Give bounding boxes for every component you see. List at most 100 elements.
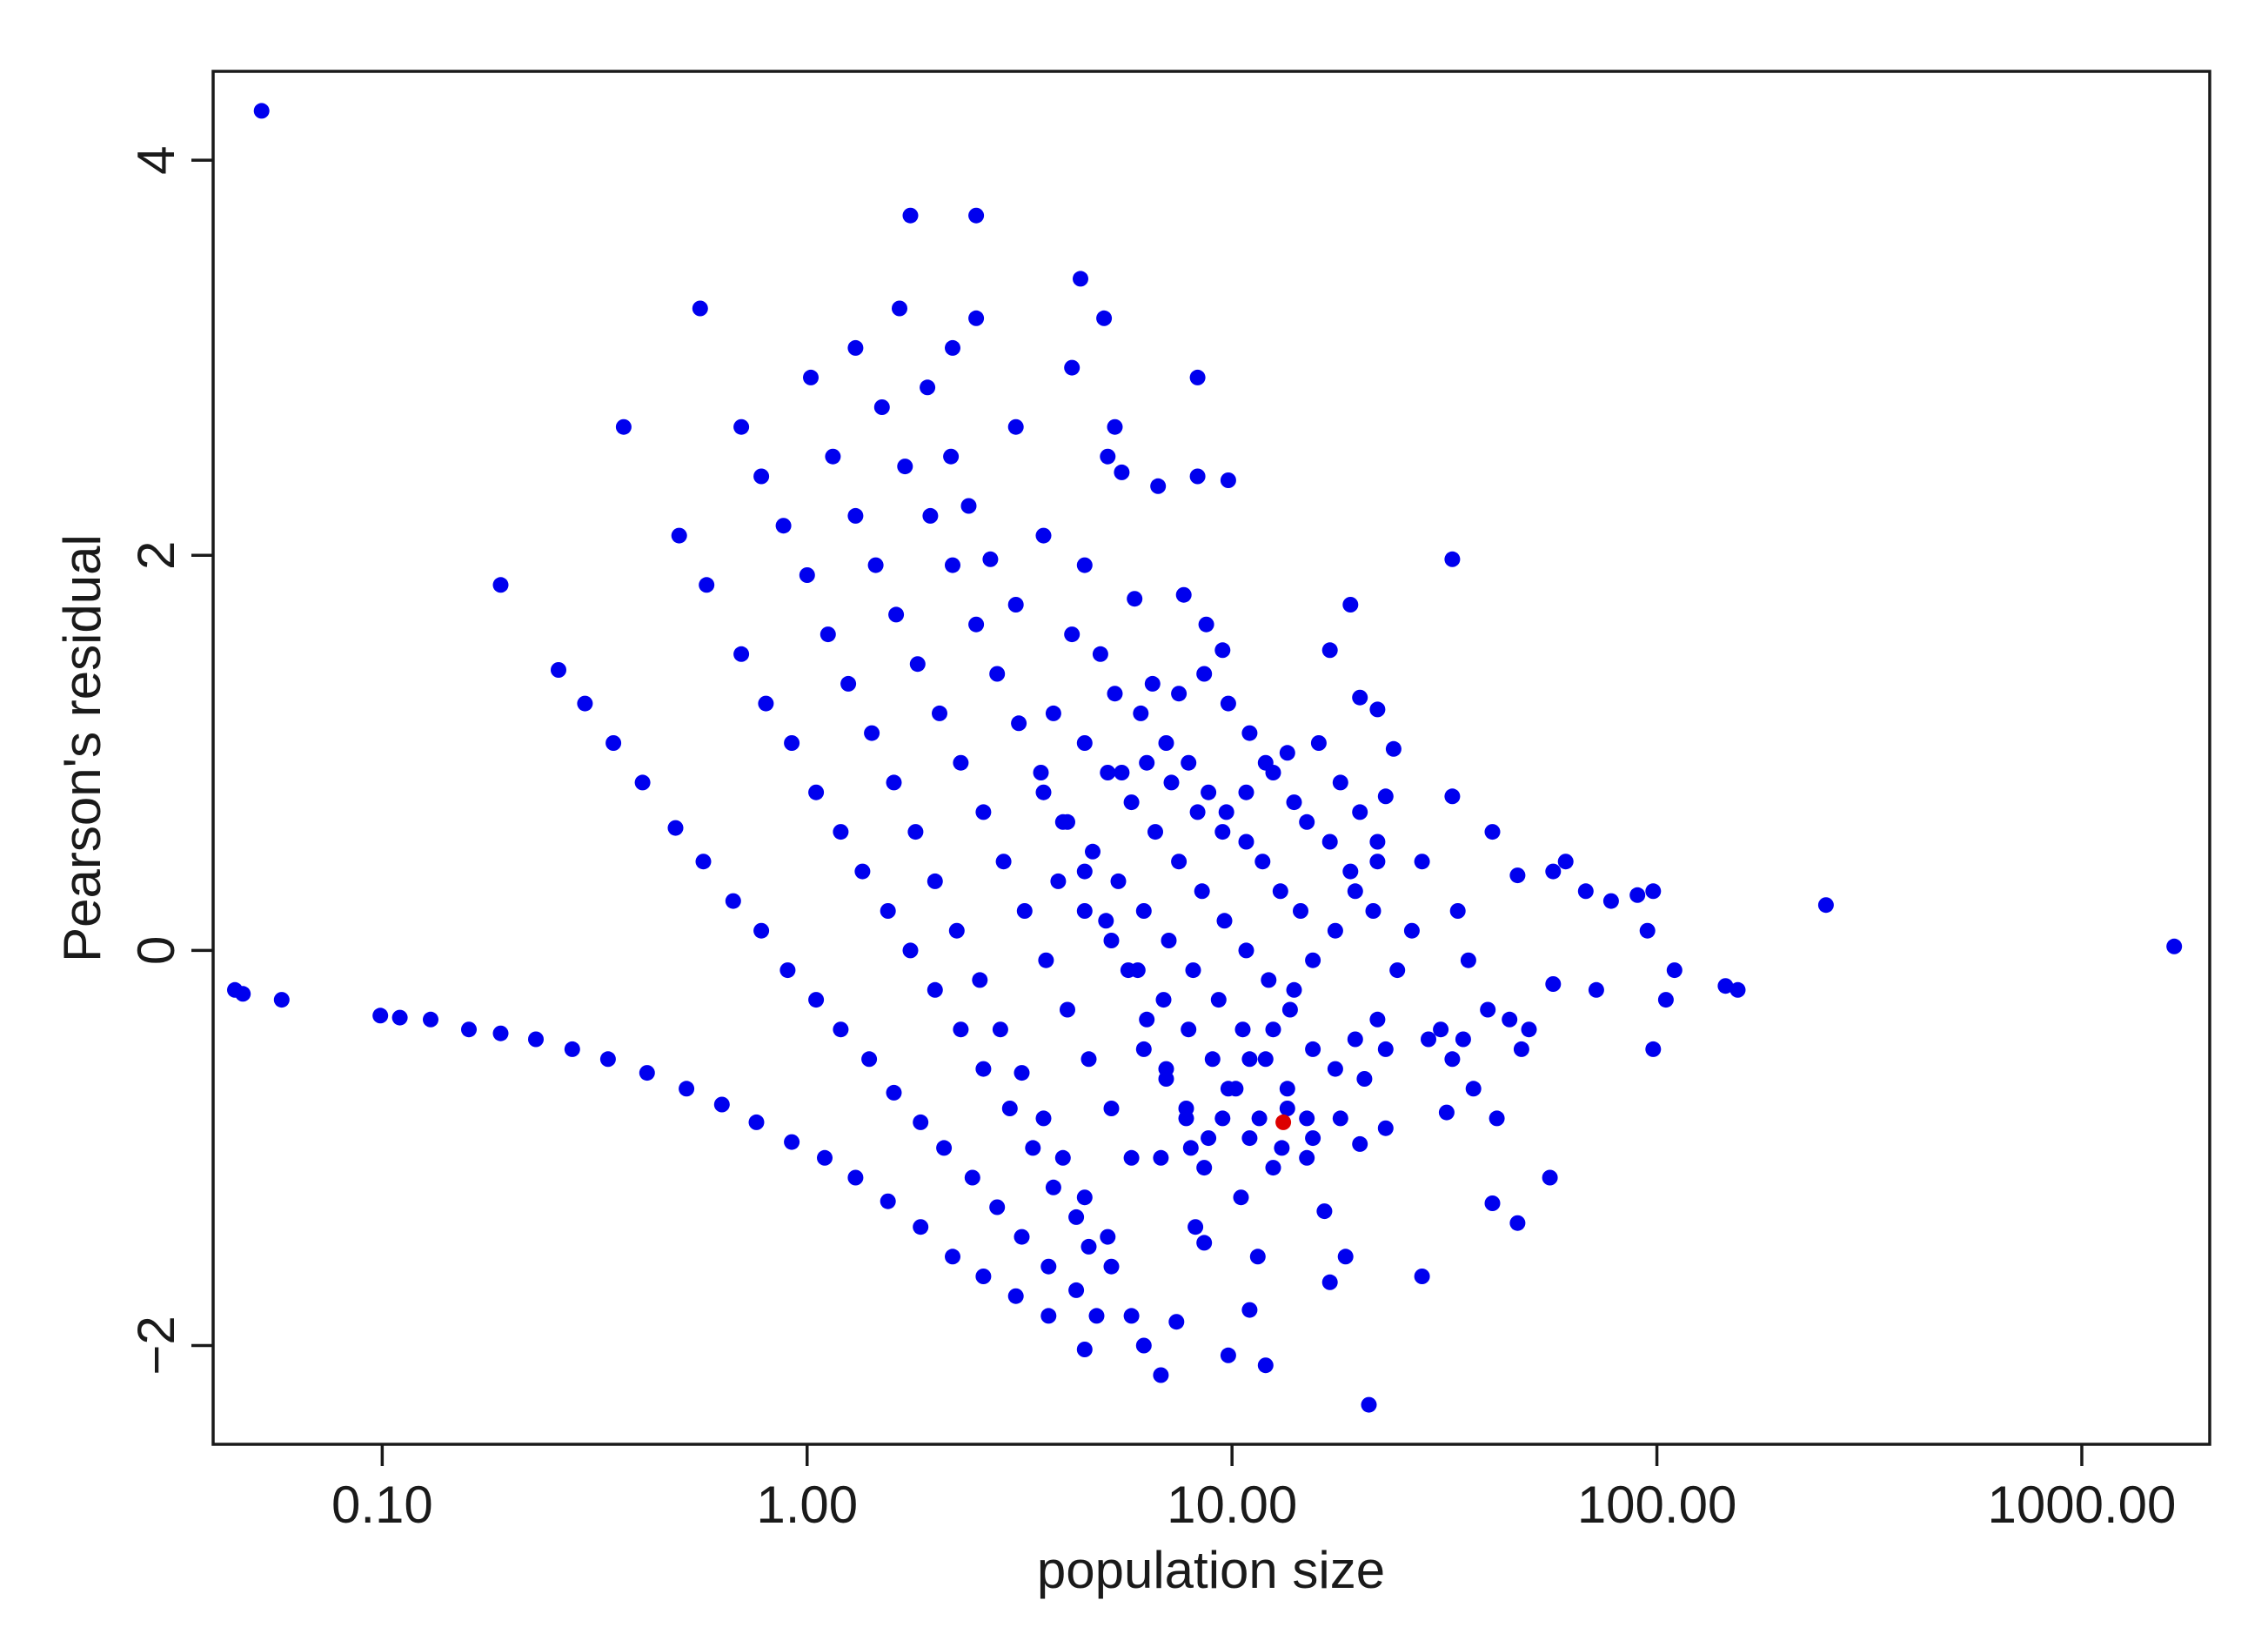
data-point bbox=[679, 1081, 695, 1097]
data-point bbox=[1305, 1130, 1321, 1147]
data-point bbox=[1265, 1021, 1281, 1038]
data-point bbox=[1444, 788, 1461, 805]
data-point bbox=[1327, 922, 1343, 939]
data-point bbox=[907, 824, 924, 840]
data-point bbox=[492, 577, 509, 593]
data-point bbox=[854, 863, 871, 880]
data-point bbox=[1185, 962, 1201, 979]
data-point bbox=[1214, 1110, 1231, 1127]
data-point bbox=[1076, 1189, 1093, 1206]
data-point bbox=[634, 774, 651, 791]
highlighted-data-point bbox=[1275, 1114, 1292, 1130]
data-point bbox=[1557, 854, 1574, 870]
data-point bbox=[1064, 359, 1080, 376]
data-point bbox=[1080, 1238, 1097, 1255]
data-point bbox=[528, 1031, 544, 1048]
data-point bbox=[817, 1149, 833, 1166]
data-point bbox=[1068, 1209, 1085, 1225]
data-point bbox=[1080, 1051, 1097, 1068]
data-point bbox=[1639, 922, 1656, 939]
data-point bbox=[1299, 814, 1315, 830]
data-point bbox=[1103, 1258, 1120, 1275]
data-point bbox=[1377, 1120, 1394, 1136]
data-point bbox=[713, 1096, 730, 1113]
data-point bbox=[1035, 1110, 1052, 1127]
data-point bbox=[784, 735, 800, 751]
data-point bbox=[1035, 527, 1052, 544]
data-point bbox=[975, 804, 992, 820]
x-axis-title: population size bbox=[1037, 1541, 1385, 1599]
data-point bbox=[1103, 1101, 1120, 1116]
data-point bbox=[725, 893, 741, 909]
data-point bbox=[1076, 863, 1093, 880]
data-point bbox=[1279, 1081, 1295, 1097]
data-point bbox=[273, 992, 290, 1008]
data-point bbox=[964, 1169, 980, 1186]
data-point bbox=[775, 518, 792, 534]
data-point bbox=[1025, 1140, 1041, 1156]
data-point bbox=[1218, 804, 1234, 820]
data-point bbox=[1100, 1229, 1116, 1245]
data-point bbox=[932, 705, 947, 721]
data-point bbox=[1045, 1179, 1061, 1195]
data-point bbox=[1050, 873, 1067, 889]
data-point bbox=[1369, 701, 1386, 718]
data-point bbox=[936, 1140, 953, 1156]
data-point bbox=[1347, 883, 1363, 900]
data-point bbox=[992, 1021, 1008, 1038]
data-point bbox=[1182, 1140, 1199, 1156]
data-point bbox=[1241, 1302, 1258, 1318]
data-point bbox=[753, 468, 770, 485]
data-point bbox=[1293, 903, 1308, 919]
data-point bbox=[1123, 1308, 1140, 1324]
data-point bbox=[1171, 686, 1188, 702]
data-point bbox=[1129, 962, 1146, 979]
data-point bbox=[1352, 804, 1368, 820]
data-point bbox=[1657, 992, 1674, 1008]
data-point bbox=[1281, 1001, 1298, 1018]
data-point bbox=[1098, 913, 1114, 929]
data-point bbox=[1305, 1041, 1321, 1057]
data-point bbox=[1196, 666, 1213, 682]
data-point bbox=[1181, 1021, 1197, 1038]
data-point bbox=[1100, 765, 1116, 780]
data-point bbox=[1123, 794, 1140, 811]
data-point bbox=[920, 379, 936, 396]
data-point bbox=[1365, 903, 1382, 919]
data-point bbox=[913, 1114, 929, 1130]
data-point bbox=[1274, 1140, 1290, 1156]
data-point bbox=[1361, 1396, 1377, 1413]
data-point bbox=[1076, 903, 1093, 919]
data-point bbox=[1189, 369, 1206, 385]
data-point bbox=[779, 962, 796, 979]
data-point bbox=[1076, 557, 1093, 573]
data-point bbox=[1377, 788, 1394, 805]
data-point bbox=[1007, 418, 1024, 435]
data-point bbox=[1014, 1229, 1030, 1245]
data-point bbox=[1220, 472, 1236, 488]
data-point bbox=[1038, 952, 1054, 968]
data-point bbox=[1001, 1101, 1018, 1116]
data-point bbox=[1114, 464, 1130, 480]
data-point bbox=[968, 310, 985, 326]
data-point bbox=[1123, 1149, 1140, 1166]
data-point bbox=[880, 903, 896, 919]
data-point bbox=[1147, 824, 1163, 840]
data-point bbox=[1602, 893, 1619, 909]
data-point bbox=[2166, 938, 2183, 954]
data-point bbox=[671, 527, 687, 544]
data-point bbox=[861, 1051, 878, 1068]
data-point bbox=[995, 854, 1012, 870]
data-point bbox=[733, 646, 750, 662]
data-point bbox=[1484, 1195, 1501, 1211]
data-point bbox=[808, 784, 825, 800]
data-point bbox=[1220, 1081, 1236, 1097]
data-point bbox=[1188, 1219, 1204, 1235]
data-point bbox=[1181, 754, 1197, 771]
data-point bbox=[1139, 754, 1155, 771]
data-point bbox=[1717, 978, 1734, 994]
data-point bbox=[1332, 774, 1348, 791]
data-point bbox=[753, 922, 770, 939]
x-tick-label: 10.00 bbox=[1167, 1476, 1297, 1534]
data-point bbox=[1542, 1169, 1558, 1186]
